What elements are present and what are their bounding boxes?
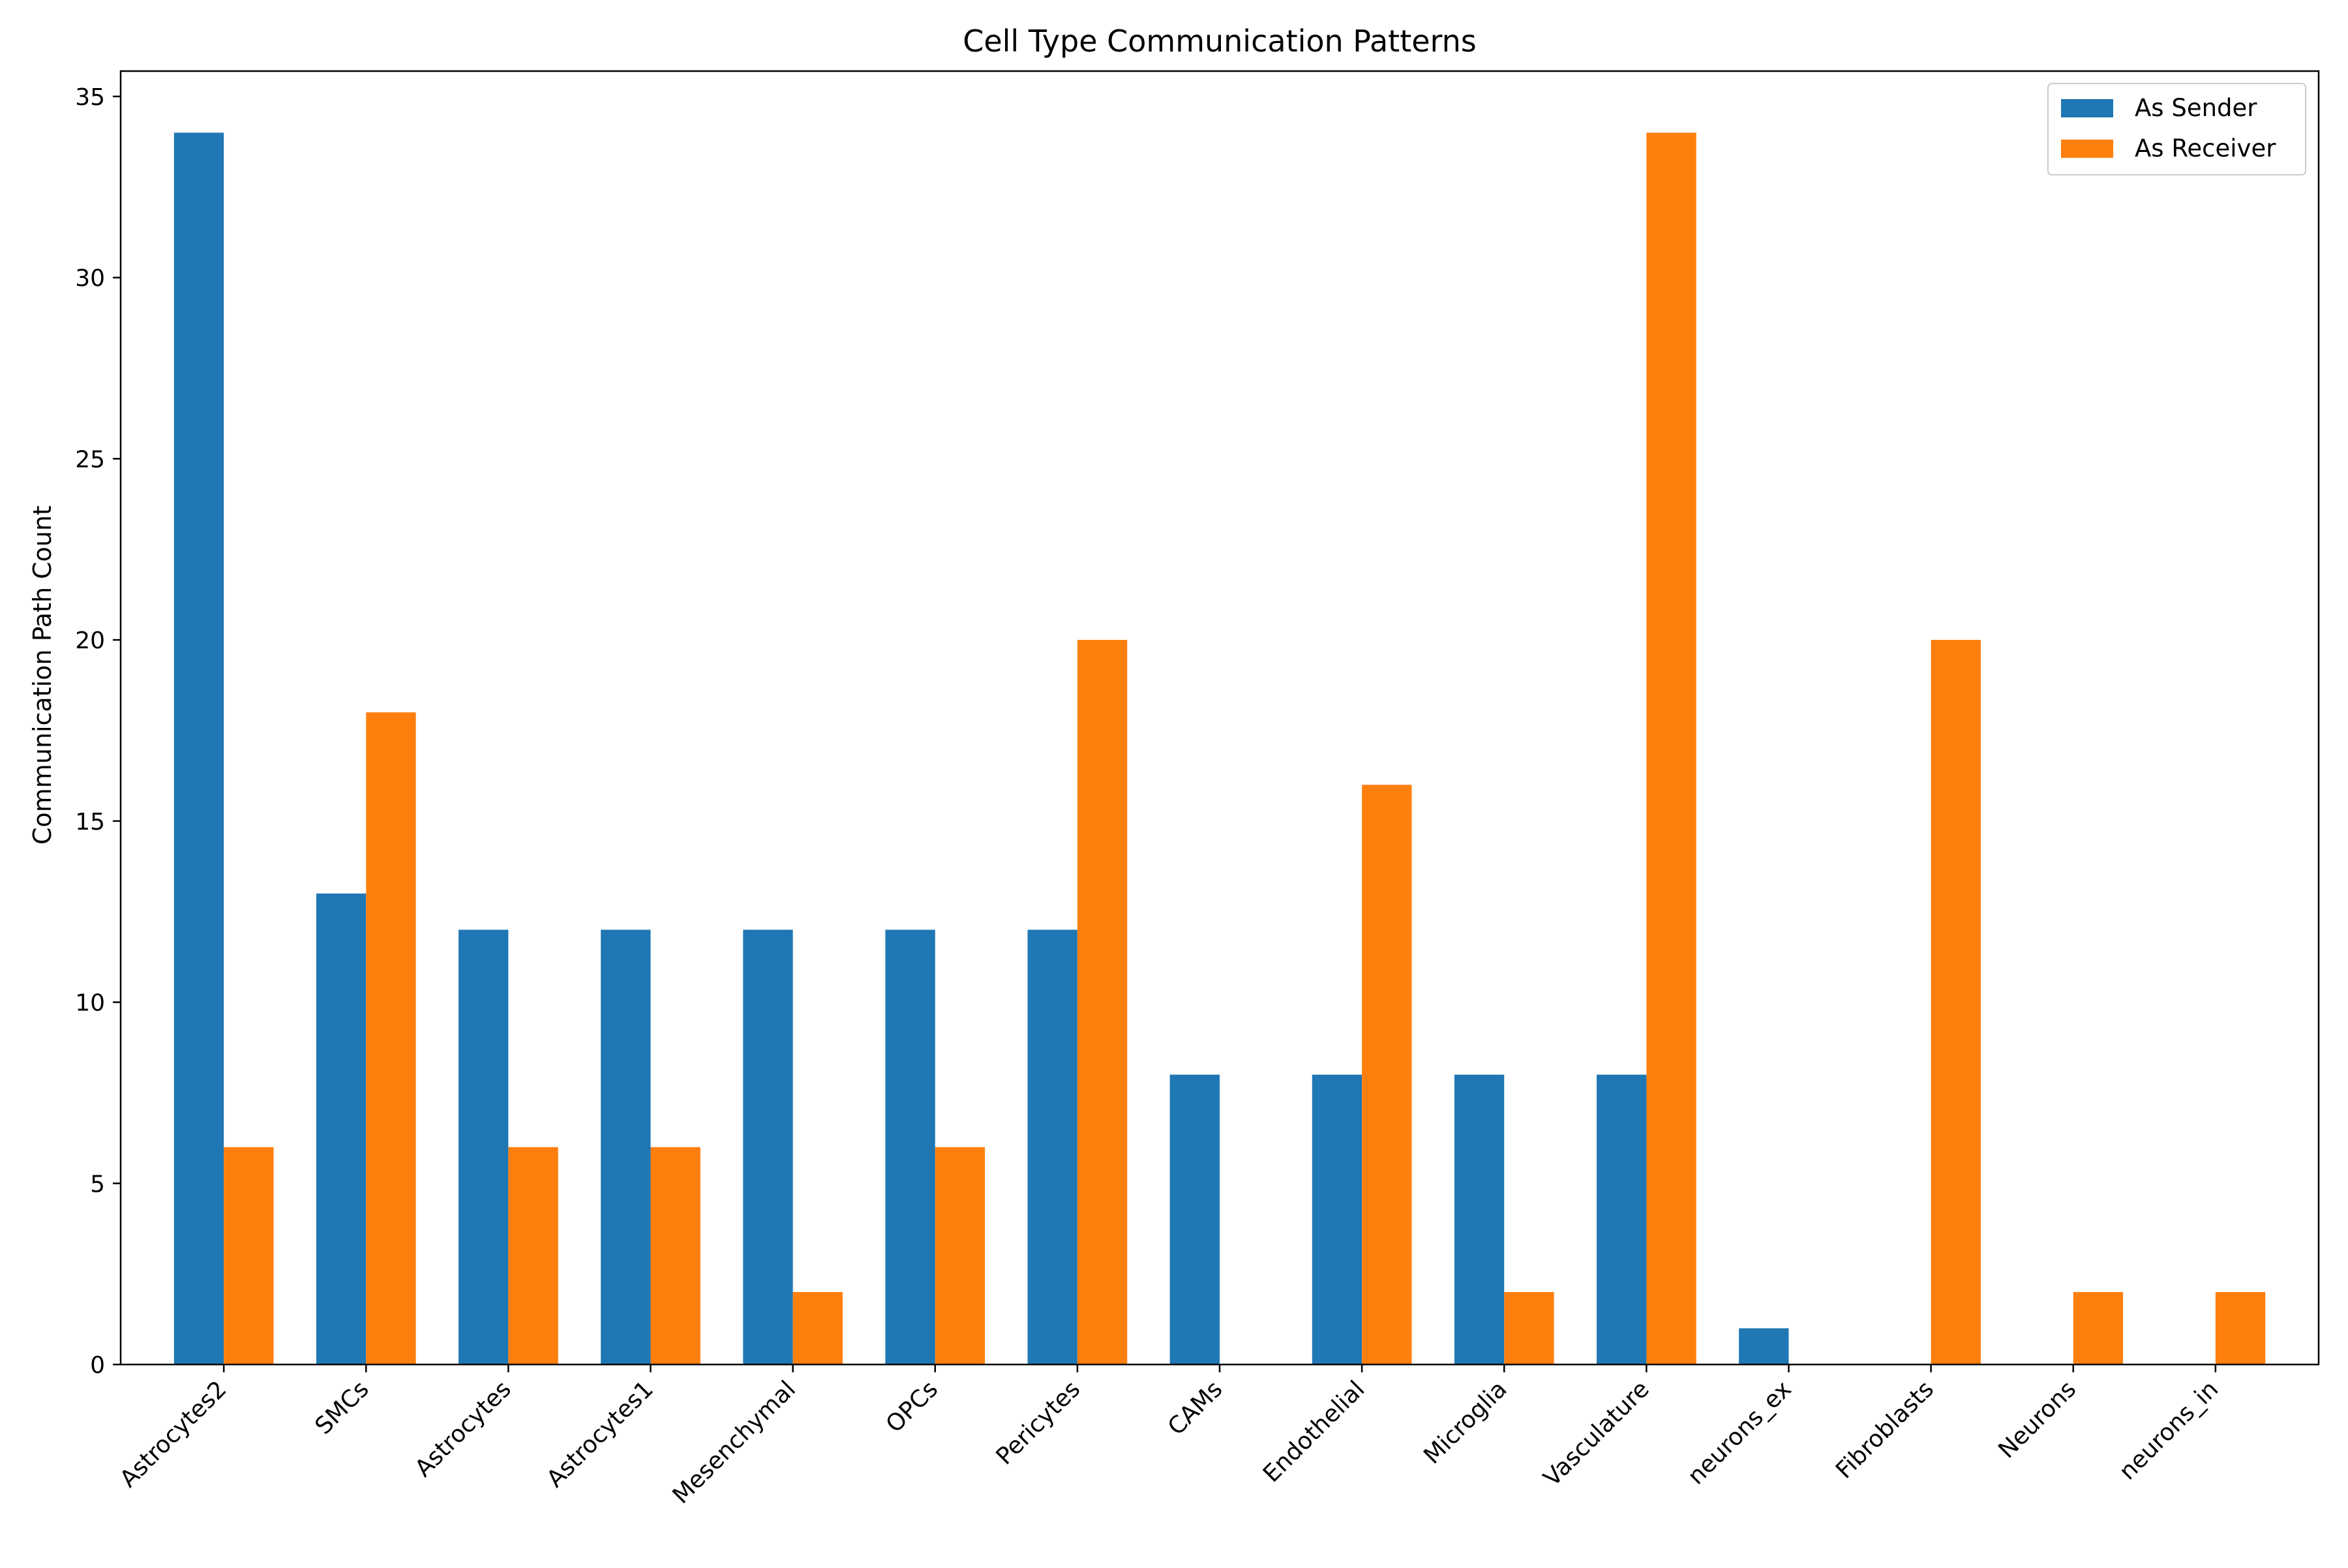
x-tick-label: Astrocytes2 <box>115 1376 232 1492</box>
bar-receiver-mesenchymal <box>792 1291 843 1364</box>
bar-receiver-microglia <box>1504 1291 1554 1364</box>
y-tick-label: 25 <box>75 446 105 473</box>
bar-sender-pericytes <box>1027 929 1077 1364</box>
bar-receiver-endothelial <box>1362 785 1412 1364</box>
x-tick-label: OPCs <box>881 1376 943 1438</box>
bar-sender-astrocytes <box>459 929 509 1364</box>
y-tick-label: 10 <box>75 990 105 1017</box>
x-tick-label: Fibroblasts <box>1831 1376 1939 1484</box>
bar-receiver-astrocytes <box>508 1147 558 1364</box>
bar-sender-microglia <box>1454 1074 1505 1364</box>
x-tick-label: CAMs <box>1163 1376 1227 1440</box>
bar-receiver-pericytes <box>1077 640 1128 1364</box>
y-tick-label: 35 <box>75 84 105 111</box>
bars-layer <box>173 132 2266 1364</box>
bar-sender-endothelial <box>1312 1074 1362 1364</box>
bar-receiver-smcs <box>366 712 416 1364</box>
x-tick-label: Vasculature <box>1539 1376 1655 1492</box>
chart-title: Cell Type Communication Patterns <box>963 23 1477 59</box>
legend-swatch-receiver <box>2061 140 2113 158</box>
bar-receiver-neurons <box>2073 1291 2124 1364</box>
y-axis-label: Communication Path Count <box>28 505 57 845</box>
bar-receiver-neurons_in <box>2215 1291 2266 1364</box>
bar-sender-neurons_ex <box>1739 1328 1789 1364</box>
y-tick-label: 0 <box>90 1352 105 1379</box>
x-tick-label: Astrocytes <box>410 1376 517 1482</box>
bar-receiver-opcs <box>935 1147 986 1364</box>
x-tick-label: Microglia <box>1419 1376 1512 1469</box>
x-tick-label: neurons_ex <box>1683 1376 1797 1490</box>
bar-receiver-fibroblasts <box>1931 640 1981 1364</box>
x-tick-label: Mesenchymal <box>668 1376 801 1509</box>
bar-sender-opcs <box>885 929 935 1364</box>
x-tick-label: Neurons <box>1993 1376 2081 1464</box>
y-tick-label: 15 <box>75 809 105 836</box>
x-tick-label: Astrocytes1 <box>542 1376 659 1492</box>
bar-receiver-vasculature <box>1646 132 1696 1364</box>
x-tick-label: Endothelial <box>1258 1376 1370 1488</box>
bar-receiver-astrocytes2 <box>224 1147 274 1364</box>
bar-sender-smcs <box>316 893 367 1364</box>
bar-sender-vasculature <box>1597 1074 1647 1364</box>
x-tick-label: Pericytes <box>991 1376 1086 1470</box>
x-tick-label: neurons_in <box>2114 1376 2223 1485</box>
y-tick-label: 20 <box>75 627 105 654</box>
legend-label-sender: As Sender <box>2135 94 2257 122</box>
y-tick-label: 5 <box>90 1171 105 1198</box>
legend-label-receiver: As Receiver <box>2135 134 2276 162</box>
legend: As Sender As Receiver <box>2047 83 2306 175</box>
bar-sender-mesenchymal <box>743 929 793 1364</box>
bar-sender-astrocytes2 <box>173 132 224 1364</box>
legend-swatch-sender <box>2061 99 2113 117</box>
bar-sender-astrocytes1 <box>601 929 651 1364</box>
bar-sender-cams <box>1169 1074 1220 1364</box>
bar-receiver-astrocytes1 <box>650 1147 700 1364</box>
y-tick-label: 30 <box>75 265 105 292</box>
x-tick-label: SMCs <box>310 1376 374 1440</box>
